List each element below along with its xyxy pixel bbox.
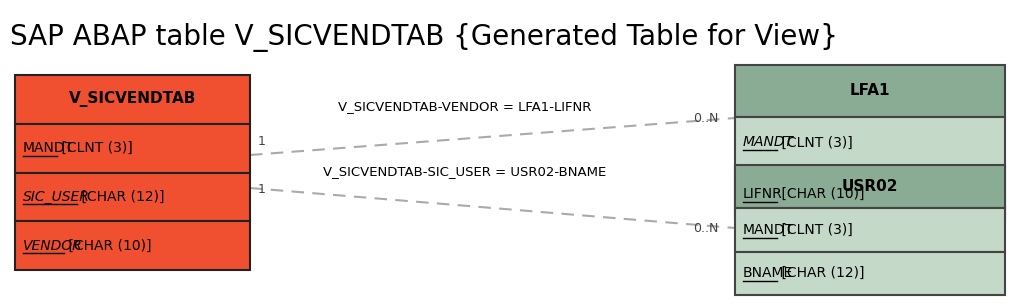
Text: BNAME: BNAME bbox=[743, 266, 793, 280]
FancyBboxPatch shape bbox=[735, 252, 1005, 295]
FancyBboxPatch shape bbox=[735, 65, 1005, 117]
Text: MANDT: MANDT bbox=[743, 223, 794, 237]
FancyBboxPatch shape bbox=[15, 221, 250, 270]
FancyBboxPatch shape bbox=[15, 172, 250, 221]
Text: MANDT: MANDT bbox=[23, 141, 74, 155]
Text: V_SICVENDTAB-VENDOR = LFA1-LIFNR: V_SICVENDTAB-VENDOR = LFA1-LIFNR bbox=[339, 100, 591, 113]
Text: 1: 1 bbox=[258, 183, 266, 196]
Text: SAP ABAP table V_SICVENDTAB {Generated Table for View}: SAP ABAP table V_SICVENDTAB {Generated T… bbox=[10, 23, 838, 53]
Text: [CHAR (12)]: [CHAR (12)] bbox=[78, 190, 165, 204]
Text: SIC_USER: SIC_USER bbox=[23, 190, 90, 204]
Text: V_SICVENDTAB-SIC_USER = USR02-BNAME: V_SICVENDTAB-SIC_USER = USR02-BNAME bbox=[323, 165, 607, 178]
Text: [CHAR (10)]: [CHAR (10)] bbox=[63, 239, 151, 253]
Text: MANDT: MANDT bbox=[743, 136, 794, 150]
Text: USR02: USR02 bbox=[842, 179, 898, 194]
FancyBboxPatch shape bbox=[15, 124, 250, 172]
Text: VENDOR: VENDOR bbox=[23, 239, 83, 253]
FancyBboxPatch shape bbox=[735, 168, 1005, 220]
Text: 0..N: 0..N bbox=[693, 222, 718, 234]
Text: LFA1: LFA1 bbox=[850, 83, 890, 98]
FancyBboxPatch shape bbox=[735, 117, 1005, 168]
Text: [CHAR (12)]: [CHAR (12)] bbox=[777, 266, 864, 280]
Text: [CLNT (3)]: [CLNT (3)] bbox=[777, 223, 853, 237]
FancyBboxPatch shape bbox=[735, 208, 1005, 252]
Text: LIFNR: LIFNR bbox=[743, 187, 783, 201]
Text: 1: 1 bbox=[258, 135, 266, 148]
Text: 0..N: 0..N bbox=[693, 112, 718, 125]
FancyBboxPatch shape bbox=[15, 75, 250, 124]
FancyBboxPatch shape bbox=[735, 165, 1005, 208]
Text: [CLNT (3)]: [CLNT (3)] bbox=[777, 136, 853, 150]
Text: [CLNT (3)]: [CLNT (3)] bbox=[57, 141, 133, 155]
Text: V_SICVENDTAB: V_SICVENDTAB bbox=[69, 92, 196, 107]
Text: [CHAR (10)]: [CHAR (10)] bbox=[777, 187, 864, 201]
